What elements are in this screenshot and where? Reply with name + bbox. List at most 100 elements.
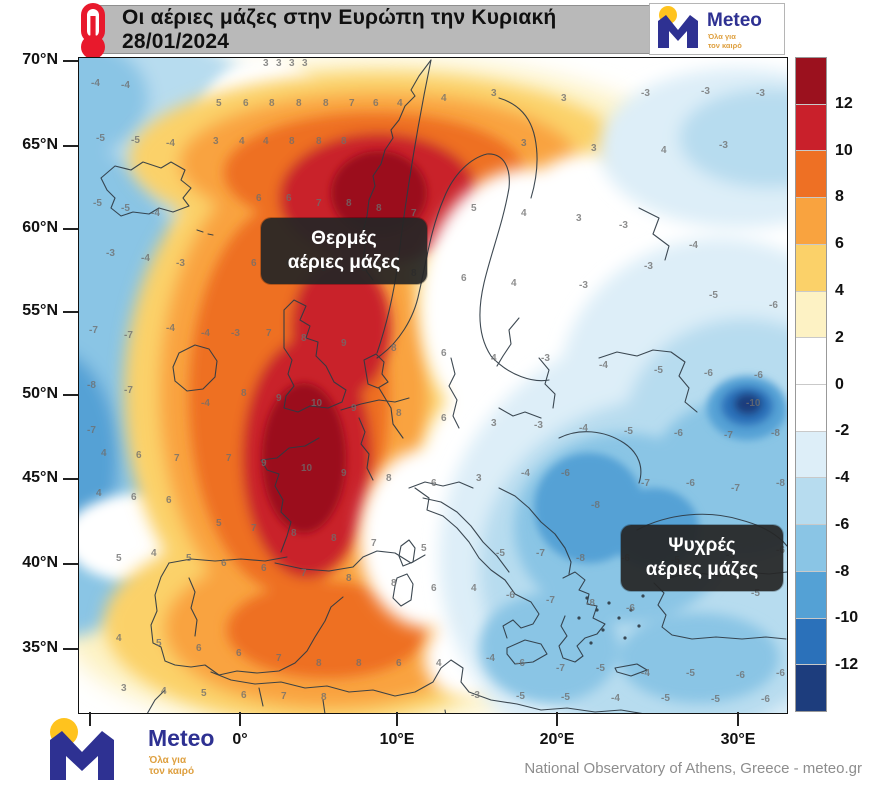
svg-text:-4: -4 bbox=[121, 80, 130, 91]
footer-logo-tagline: Όλα για τον καιρό bbox=[149, 755, 195, 777]
svg-text:-5: -5 bbox=[711, 694, 720, 705]
svg-text:-6: -6 bbox=[686, 478, 695, 489]
svg-text:7: 7 bbox=[371, 538, 377, 549]
svg-text:6: 6 bbox=[221, 558, 227, 569]
svg-text:4: 4 bbox=[521, 208, 527, 219]
colorbar-band bbox=[796, 431, 826, 479]
svg-text:9: 9 bbox=[351, 403, 357, 414]
meteo-m-icon bbox=[658, 6, 698, 48]
svg-text:6: 6 bbox=[396, 658, 402, 669]
thermometer-icon bbox=[74, 2, 112, 65]
svg-text:7: 7 bbox=[281, 691, 287, 702]
svg-text:8: 8 bbox=[291, 528, 297, 539]
svg-text:-4: -4 bbox=[201, 328, 210, 339]
svg-text:3: 3 bbox=[591, 143, 597, 154]
svg-text:-7: -7 bbox=[124, 330, 133, 341]
lon-tick bbox=[737, 712, 739, 726]
svg-text:-5: -5 bbox=[121, 203, 130, 214]
svg-text:3: 3 bbox=[561, 93, 567, 104]
svg-text:-5: -5 bbox=[596, 663, 605, 674]
lon-label-0: 0° bbox=[232, 731, 248, 748]
lat-label-60n: 60°N bbox=[22, 219, 58, 236]
footer-meteo-logo[interactable]: Meteo Όλα για τον καιρό bbox=[44, 716, 224, 786]
lat-label-35n: 35°N bbox=[22, 639, 58, 656]
colorbar-band bbox=[796, 571, 826, 619]
svg-text:-4: -4 bbox=[611, 693, 620, 704]
svg-text:-6: -6 bbox=[754, 370, 763, 381]
svg-text:6: 6 bbox=[196, 643, 202, 654]
svg-text:9: 9 bbox=[341, 468, 347, 479]
svg-text:-6: -6 bbox=[506, 590, 515, 601]
svg-text:6: 6 bbox=[286, 193, 292, 204]
svg-text:6: 6 bbox=[373, 98, 379, 109]
svg-text:-4: -4 bbox=[521, 468, 530, 479]
header-logo-wordmark: Meteo bbox=[707, 10, 762, 31]
svg-text:6: 6 bbox=[243, 98, 249, 109]
svg-text:5: 5 bbox=[201, 688, 207, 699]
svg-text:-3: -3 bbox=[579, 280, 588, 291]
svg-text:-6: -6 bbox=[761, 694, 770, 705]
lat-tick bbox=[63, 311, 78, 313]
svg-text:-7: -7 bbox=[641, 478, 650, 489]
svg-text:4: 4 bbox=[263, 136, 269, 147]
svg-text:-5: -5 bbox=[654, 365, 663, 376]
svg-text:4: 4 bbox=[239, 136, 245, 147]
svg-text:-3: -3 bbox=[756, 88, 765, 99]
svg-text:-5: -5 bbox=[131, 135, 140, 146]
colorbar-level-label: -8 bbox=[835, 562, 850, 580]
svg-text:7: 7 bbox=[316, 198, 322, 209]
svg-text:4: 4 bbox=[101, 448, 107, 459]
svg-text:-3: -3 bbox=[541, 353, 550, 364]
svg-text:6: 6 bbox=[131, 492, 137, 503]
svg-text:-3: -3 bbox=[231, 328, 240, 339]
header-meteo-logo[interactable]: Meteo Όλα για τον καιρό bbox=[649, 3, 785, 55]
svg-text:-3: -3 bbox=[619, 220, 628, 231]
svg-text:-10: -10 bbox=[746, 398, 761, 409]
lat-tick bbox=[63, 394, 78, 396]
svg-text:-5: -5 bbox=[561, 692, 570, 703]
svg-text:9: 9 bbox=[341, 338, 347, 349]
svg-text:-8: -8 bbox=[576, 553, 585, 564]
colorbar-level-label: 2 bbox=[835, 328, 844, 346]
svg-text:3: 3 bbox=[476, 473, 482, 484]
colorbar-level-label: -12 bbox=[835, 656, 859, 674]
svg-text:8: 8 bbox=[346, 573, 352, 584]
svg-text:8: 8 bbox=[341, 136, 347, 147]
lon-label-10e: 10°E bbox=[379, 731, 415, 748]
svg-text:4: 4 bbox=[151, 548, 157, 559]
svg-text:7: 7 bbox=[349, 98, 355, 109]
svg-text:-7: -7 bbox=[724, 430, 733, 441]
aegean-islands bbox=[577, 594, 645, 645]
svg-text:-5: -5 bbox=[686, 668, 695, 679]
colorbar-band bbox=[796, 104, 826, 152]
colorbar-level-label: -4 bbox=[835, 469, 850, 487]
colorbar-level-label: 12 bbox=[835, 94, 853, 112]
svg-text:8: 8 bbox=[376, 203, 382, 214]
lat-tick bbox=[63, 60, 78, 62]
colorbar-band bbox=[796, 618, 826, 666]
svg-text:-5: -5 bbox=[496, 548, 505, 559]
coastlines bbox=[100, 59, 788, 723]
svg-text:-3: -3 bbox=[701, 86, 710, 97]
svg-text:6: 6 bbox=[241, 690, 247, 701]
svg-text:8: 8 bbox=[301, 333, 307, 344]
svg-text:-6: -6 bbox=[516, 658, 525, 669]
svg-text:8: 8 bbox=[316, 136, 322, 147]
svg-text:-7: -7 bbox=[124, 385, 133, 396]
svg-text:-4: -4 bbox=[201, 398, 210, 409]
svg-text:4: 4 bbox=[161, 686, 167, 697]
colorbar-band bbox=[796, 244, 826, 292]
attribution-text[interactable]: National Observatory of Athens, Greece -… bbox=[524, 760, 862, 777]
svg-text:3: 3 bbox=[289, 58, 295, 69]
svg-text:9: 9 bbox=[261, 458, 267, 469]
svg-text:-7: -7 bbox=[546, 595, 555, 606]
svg-text:9: 9 bbox=[276, 393, 282, 404]
svg-text:8: 8 bbox=[296, 98, 302, 109]
svg-text:-5: -5 bbox=[96, 133, 105, 144]
svg-text:6: 6 bbox=[136, 450, 142, 461]
svg-text:6: 6 bbox=[166, 495, 172, 506]
colorbar-labels: 12 10 8 6 4 2 0 -2 -4 -6 -8 -10 -12 bbox=[835, 57, 879, 712]
svg-text:-4: -4 bbox=[599, 360, 608, 371]
colorbar-level-label: -10 bbox=[835, 609, 859, 627]
svg-text:7: 7 bbox=[266, 328, 272, 339]
